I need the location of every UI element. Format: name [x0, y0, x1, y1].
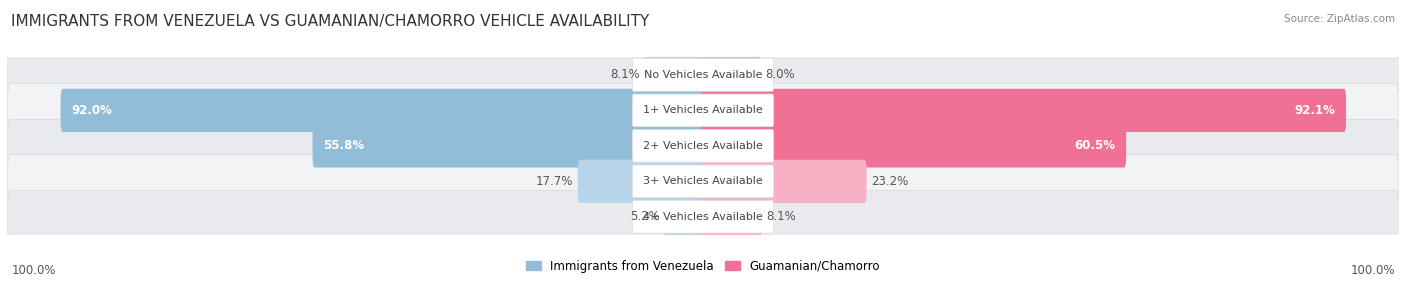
FancyBboxPatch shape	[633, 130, 773, 162]
FancyBboxPatch shape	[644, 53, 704, 97]
Text: 100.0%: 100.0%	[11, 265, 56, 277]
Text: 92.0%: 92.0%	[72, 104, 112, 117]
Text: 4+ Vehicles Available: 4+ Vehicles Available	[643, 212, 763, 222]
FancyBboxPatch shape	[7, 84, 1399, 137]
Text: 60.5%: 60.5%	[1074, 139, 1116, 152]
Text: 8.1%: 8.1%	[766, 210, 796, 223]
Text: 3+ Vehicles Available: 3+ Vehicles Available	[643, 176, 763, 186]
FancyBboxPatch shape	[702, 160, 866, 203]
FancyBboxPatch shape	[7, 155, 1399, 208]
Text: 8.0%: 8.0%	[766, 68, 796, 82]
Text: 1+ Vehicles Available: 1+ Vehicles Available	[643, 106, 763, 115]
FancyBboxPatch shape	[633, 200, 773, 233]
Text: 55.8%: 55.8%	[323, 139, 364, 152]
FancyBboxPatch shape	[702, 124, 1126, 168]
FancyBboxPatch shape	[665, 195, 704, 239]
FancyBboxPatch shape	[702, 53, 761, 97]
FancyBboxPatch shape	[7, 48, 1399, 102]
Text: 23.2%: 23.2%	[872, 175, 908, 188]
Text: 92.1%: 92.1%	[1295, 104, 1336, 117]
Text: No Vehicles Available: No Vehicles Available	[644, 70, 762, 80]
FancyBboxPatch shape	[7, 119, 1399, 172]
FancyBboxPatch shape	[633, 165, 773, 198]
Text: 8.1%: 8.1%	[610, 68, 640, 82]
FancyBboxPatch shape	[578, 160, 704, 203]
Text: 17.7%: 17.7%	[536, 175, 572, 188]
Text: IMMIGRANTS FROM VENEZUELA VS GUAMANIAN/CHAMORRO VEHICLE AVAILABILITY: IMMIGRANTS FROM VENEZUELA VS GUAMANIAN/C…	[11, 14, 650, 29]
Text: 2+ Vehicles Available: 2+ Vehicles Available	[643, 141, 763, 151]
FancyBboxPatch shape	[7, 190, 1399, 243]
Text: 5.2%: 5.2%	[630, 210, 659, 223]
FancyBboxPatch shape	[633, 94, 773, 127]
Legend: Immigrants from Venezuela, Guamanian/Chamorro: Immigrants from Venezuela, Guamanian/Cha…	[522, 255, 884, 277]
FancyBboxPatch shape	[60, 89, 704, 132]
FancyBboxPatch shape	[702, 195, 762, 239]
FancyBboxPatch shape	[702, 89, 1346, 132]
FancyBboxPatch shape	[312, 124, 704, 168]
Text: 100.0%: 100.0%	[1350, 265, 1395, 277]
FancyBboxPatch shape	[633, 59, 773, 91]
Text: Source: ZipAtlas.com: Source: ZipAtlas.com	[1284, 14, 1395, 24]
